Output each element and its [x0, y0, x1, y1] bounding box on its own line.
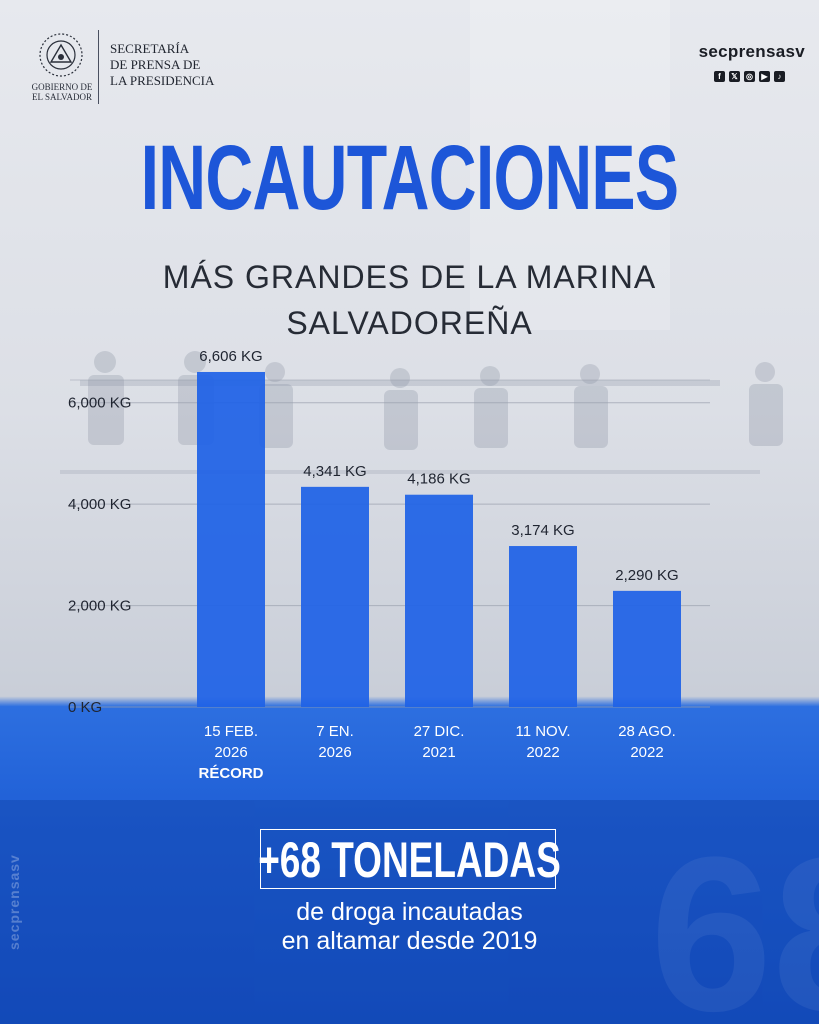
social-icons: f 𝕏 ◎ ▶ ♪ — [714, 71, 785, 82]
secretaria-line: SECRETARÍA — [110, 41, 190, 56]
bar — [509, 546, 577, 707]
gov-label-line: EL SALVADOR — [32, 92, 92, 102]
secretaria-line: LA PRESIDENCIA — [110, 73, 215, 88]
bar-value-label: 3,174 KG — [511, 522, 574, 539]
bar-value-label: 4,341 KG — [303, 463, 366, 480]
callout-frame — [260, 829, 556, 889]
bars — [197, 371, 681, 707]
side-watermark-handle: secprensasv — [6, 854, 22, 950]
x-category-label: 2026 — [318, 744, 351, 761]
facebook-icon[interactable]: f — [714, 71, 725, 82]
callout-headline: +68 TONELADAS — [258, 832, 561, 888]
x-category-label: 2021 — [422, 744, 455, 761]
subtitle-line: SALVADOREÑA — [286, 305, 533, 341]
y-tick-label: 2,000 KG — [68, 598, 131, 615]
bar — [197, 371, 265, 707]
y-tick-label: 0 KG — [68, 699, 102, 716]
page-subtitle: MÁS GRANDES DE LA MARINA SALVADOREÑA — [0, 254, 819, 346]
secretaria-label: SECRETARÍA DE PRENSA DE LA PRESIDENCIA — [110, 41, 214, 89]
x-category-label: 28 AGO. — [618, 723, 676, 740]
header-divider — [98, 30, 99, 104]
tiktok-icon[interactable]: ♪ — [774, 71, 785, 82]
government-label: GOBIERNO DE EL SALVADOR — [28, 82, 96, 102]
callout-subtext: de droga incautadas en altamar desde 201… — [0, 898, 819, 956]
bar — [405, 494, 473, 707]
youtube-icon[interactable]: ▶ — [759, 71, 770, 82]
instagram-icon[interactable]: ◎ — [744, 71, 755, 82]
x-category-label: 11 NOV. — [515, 723, 570, 740]
secretaria-line: DE PRENSA DE — [110, 57, 201, 72]
gov-label-line: GOBIERNO DE — [31, 82, 93, 92]
bar — [301, 486, 369, 707]
callout-sub-line: de droga incautadas — [296, 898, 523, 926]
x-category-label: 2026 — [214, 744, 247, 761]
government-seal-icon — [39, 33, 83, 77]
bar-value-label: 4,186 KG — [407, 471, 470, 488]
y-tick-label: 6,000 KG — [68, 395, 131, 412]
subtitle-line: MÁS GRANDES DE LA MARINA — [162, 259, 657, 295]
x-category-label: 15 FEB. — [204, 723, 258, 740]
x-category-label: 2022 — [526, 744, 559, 761]
y-tick-label: 4,000 KG — [68, 496, 131, 513]
page-title: INCAUTACIONES — [140, 127, 679, 229]
bar-value-label: 6,606 KG — [199, 348, 262, 365]
x-category-label: RÉCORD — [198, 765, 263, 782]
x-icon[interactable]: 𝕏 — [729, 71, 740, 82]
bar — [613, 590, 681, 707]
x-category-label: 27 DIC. — [414, 723, 465, 740]
grid — [70, 379, 710, 708]
callout-sub-line: en altamar desde 2019 — [281, 927, 538, 955]
x-category-label: 2022 — [630, 744, 663, 761]
x-category-label: 7 EN. — [316, 723, 354, 740]
bar-value-label: 2,290 KG — [615, 567, 678, 584]
labels: 0 KG 2,000 KG 4,000 KG 6,000 KG 6,606 KG 15 F… — [68, 348, 679, 782]
svg-text:68: 68 — [650, 811, 819, 1024]
brand-handle: secprensasv — [698, 42, 805, 61]
